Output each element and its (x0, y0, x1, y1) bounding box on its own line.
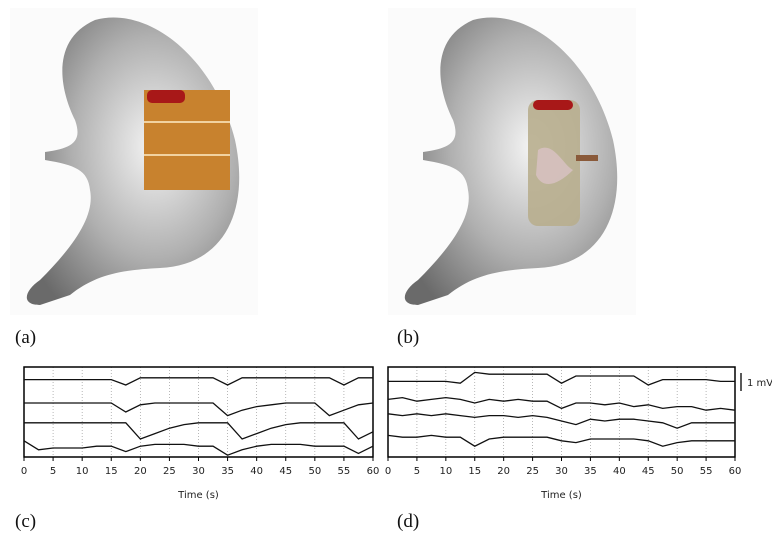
x-tick-label: 30 (555, 466, 568, 477)
x-tick-label: 20 (497, 466, 510, 477)
x-tick-label: 40 (613, 466, 626, 477)
x-tick-label: 45 (642, 466, 655, 477)
panel-label: (a) (15, 327, 36, 348)
x-tick-label: 40 (250, 466, 263, 477)
x-axis-label: Time (s) (177, 490, 219, 501)
x-tick-label: 35 (584, 466, 597, 477)
panel-label: (d) (397, 511, 419, 532)
panel-label: (c) (15, 511, 36, 532)
x-tick-label: 10 (76, 466, 89, 477)
patch-tab (533, 100, 573, 110)
x-axis-label: Time (s) (540, 490, 582, 501)
trace (388, 435, 735, 446)
trace (24, 378, 373, 385)
x-tick-label: 10 (439, 466, 452, 477)
x-tick-label: 60 (367, 466, 380, 477)
patch-tab (147, 90, 185, 103)
patch (144, 90, 230, 190)
x-tick-label: 50 (308, 466, 321, 477)
figure: (a) (b) 051015202530354045505560Time (s)… (0, 0, 772, 551)
x-tick-label: 25 (163, 466, 176, 477)
x-tick-label: 45 (279, 466, 292, 477)
trace (388, 372, 735, 385)
x-tick-label: 35 (221, 466, 234, 477)
x-tick-label: 60 (729, 466, 742, 477)
x-tick-label: 15 (105, 466, 118, 477)
x-tick-label: 20 (134, 466, 147, 477)
x-tick-label: 50 (671, 466, 684, 477)
x-tick-label: 15 (468, 466, 481, 477)
x-tick-label: 5 (414, 466, 420, 477)
x-tick-label: 55 (338, 466, 351, 477)
panel-label: (b) (397, 327, 419, 348)
x-tick-label: 25 (526, 466, 539, 477)
x-tick-label: 0 (21, 466, 27, 477)
electrode-lead (576, 155, 598, 161)
x-tick-label: 0 (385, 466, 391, 477)
scale-bar-label: 1 mV (747, 378, 772, 389)
x-tick-label: 30 (192, 466, 205, 477)
x-tick-label: 55 (700, 466, 713, 477)
x-tick-label: 5 (50, 466, 56, 477)
